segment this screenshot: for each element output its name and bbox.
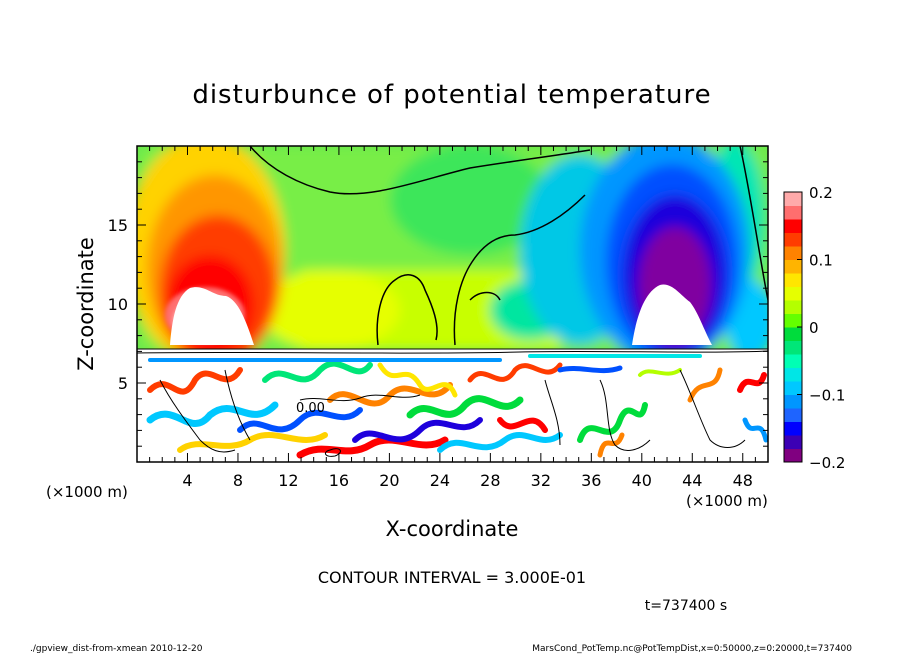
x-tick-label: 12 xyxy=(278,471,298,490)
colorbar-swatch xyxy=(784,246,802,260)
y-tick-label: 15 xyxy=(108,216,128,235)
colorbar-tick-label: 0.1 xyxy=(809,252,833,270)
x-tick-label: 28 xyxy=(480,471,500,490)
x-tick-label: 32 xyxy=(531,471,551,490)
x-tick-label: 44 xyxy=(682,471,702,490)
y-tick-label: 5 xyxy=(118,374,128,393)
contour-label: 0.00 xyxy=(296,401,325,416)
colorbar-tick-label: 0 xyxy=(809,319,819,337)
colorbar-swatch xyxy=(784,421,802,436)
colorbar-swatch xyxy=(784,381,802,395)
x-tick-label: 24 xyxy=(430,471,450,490)
x-tick-label: 48 xyxy=(733,471,753,490)
x-unit-right: (×1000 m) xyxy=(686,492,768,510)
colorbar-swatch xyxy=(784,300,802,314)
colorbar-swatch xyxy=(784,192,802,206)
colorbar-swatch xyxy=(784,340,802,355)
colorbar-swatch xyxy=(784,354,802,368)
colorbar-swatch xyxy=(784,394,802,409)
y-axis: 5 10 15 xyxy=(108,161,768,447)
colorbar-swatch xyxy=(784,232,802,247)
x-axis-label: X-coordinate xyxy=(386,517,519,541)
time-text: t=737400 s xyxy=(645,598,727,614)
colorbar-swatch xyxy=(784,327,802,341)
colorbar-swatch xyxy=(784,448,802,463)
colorbar-axis: 0.2 0.1 0 −0.1 −0.2 xyxy=(797,184,845,472)
footer-left: ./gpview_dist-from-xmean 2010-12-20 xyxy=(30,644,203,654)
x-tick-label: 20 xyxy=(379,471,399,490)
x-tick-label: 40 xyxy=(632,471,652,490)
colorbar-swatch xyxy=(784,259,802,274)
colorbar-tick-label: −0.1 xyxy=(809,387,845,405)
colorbar-swatch xyxy=(784,313,802,328)
heatmap-field: 0.00 xyxy=(137,146,768,462)
x-unit-left: (×1000 m) xyxy=(46,483,128,501)
colorbar-swatch xyxy=(784,435,802,449)
x-axis: 4 8 12 16 20 24 28 32 36 40 44 48 xyxy=(149,146,756,490)
x-tick-label: 36 xyxy=(581,471,601,490)
chart-title: disturbunce of potential temperature xyxy=(192,80,711,110)
colorbar-swatch xyxy=(784,205,802,220)
x-tick-label: 4 xyxy=(182,471,192,490)
footer-right: MarsCond_PotTemp.nc@PotTempDist,x=0:5000… xyxy=(532,644,852,654)
colorbar-tick-label: 0.2 xyxy=(809,184,833,202)
colorbar-tick-label: −0.2 xyxy=(809,454,845,472)
x-tick-label: 8 xyxy=(233,471,243,490)
y-axis-label: Z-coordinate xyxy=(74,237,98,371)
colorbar-swatch xyxy=(784,273,802,287)
contour-interval-text: CONTOUR INTERVAL = 3.000E-01 xyxy=(318,568,586,587)
y-tick-label: 10 xyxy=(108,295,128,314)
colorbar-swatch xyxy=(784,367,802,382)
colorbar-swatch xyxy=(784,219,802,233)
x-tick-label: 16 xyxy=(329,471,349,490)
colorbar-swatch xyxy=(784,286,802,301)
colorbar-swatch xyxy=(784,408,802,422)
colorbar xyxy=(784,192,802,463)
